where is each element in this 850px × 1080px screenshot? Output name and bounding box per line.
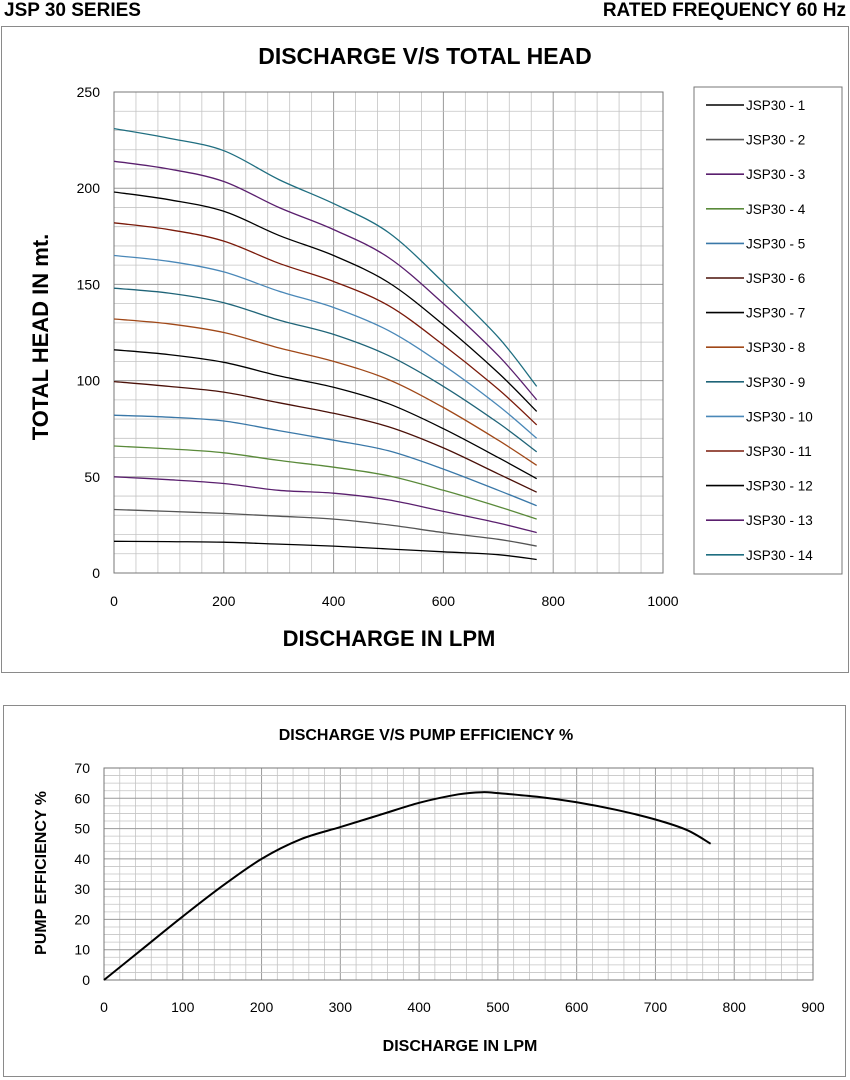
y-tick-label: 10 xyxy=(74,942,90,958)
chart-title: DISCHARGE V/S PUMP EFFICIENCY % xyxy=(279,727,574,744)
legend-entry: JSP30 - 5 xyxy=(746,236,805,251)
x-tick-label: 200 xyxy=(250,999,274,1015)
legend-entry: JSP30 - 12 xyxy=(746,479,813,494)
x-tick-label: 400 xyxy=(407,999,431,1015)
legend-entry: JSP30 - 6 xyxy=(746,271,805,286)
x-tick-label: 400 xyxy=(322,593,346,609)
x-tick-label: 300 xyxy=(329,999,353,1015)
x-tick-label: 900 xyxy=(801,999,825,1015)
y-tick-label: 0 xyxy=(92,565,100,581)
legend-entry: JSP30 - 14 xyxy=(746,548,813,563)
x-tick-label: 800 xyxy=(542,593,566,609)
legend-entry: JSP30 - 7 xyxy=(746,306,805,321)
series-line xyxy=(113,508,537,547)
legend-entry: JSP30 - 13 xyxy=(746,513,813,528)
plot-area xyxy=(113,91,664,574)
series-line xyxy=(113,254,538,439)
y-tick-label: 50 xyxy=(74,821,90,837)
efficiency-chart: 0 100 200 300 400 500 600 700 800 900 0 10 20 30 40 50 6… xyxy=(33,727,825,1055)
plot-grid xyxy=(114,92,663,573)
series-line xyxy=(113,349,538,480)
legend-entry: JSP30 - 10 xyxy=(746,409,813,424)
plot-grid xyxy=(104,768,813,980)
plot-area xyxy=(103,767,814,981)
y-tick-label: 50 xyxy=(84,469,100,485)
x-tick-label: 600 xyxy=(432,593,456,609)
legend-entry: JSP30 - 3 xyxy=(746,167,805,182)
head-chart: 0 200 400 600 800 1000 0 50 100 150 200 250 DISCHARG… xyxy=(28,43,843,651)
series-line xyxy=(113,191,538,412)
x-tick-label: 0 xyxy=(110,593,118,609)
y-tick-label: 100 xyxy=(77,373,101,389)
y-axis-label: TOTAL HEAD IN mt. xyxy=(28,234,53,441)
series-line xyxy=(113,380,537,493)
series-line xyxy=(113,222,538,426)
legend-entry: JSP30 - 8 xyxy=(746,340,805,355)
y-tick-label: 150 xyxy=(77,276,101,292)
x-tick-label: 0 xyxy=(100,999,108,1015)
series-title: JSP 30 SERIES xyxy=(4,0,141,21)
x-tick-label: 1000 xyxy=(647,593,678,609)
x-axis-label: DISCHARGE IN LPM xyxy=(383,1038,538,1055)
efficiency-chart-panel: 0 100 200 300 400 500 600 700 800 900 0 10 20 30 40 50 6… xyxy=(3,705,846,1077)
frequency-label: RATED FREQUENCY 60 Hz xyxy=(602,0,846,21)
y-tick-label: 250 xyxy=(77,84,101,100)
x-tick-label: 700 xyxy=(644,999,668,1015)
chart-title: DISCHARGE V/S TOTAL HEAD xyxy=(258,43,592,69)
x-tick-label: 800 xyxy=(723,999,747,1015)
x-tick-label: 100 xyxy=(171,999,195,1015)
series-line xyxy=(113,414,537,507)
legend-entry: JSP30 - 11 xyxy=(746,444,812,459)
head-chart-panel: 0 200 400 600 800 1000 0 50 100 150 200 250 DISCHARG… xyxy=(1,26,849,673)
y-tick-label: 0 xyxy=(82,972,90,988)
y-tick-label: 60 xyxy=(74,790,90,806)
legend-entry: JSP30 - 1 xyxy=(746,98,805,113)
y-axis-label: PUMP EFFICIENCY % xyxy=(33,791,50,955)
y-tick-label: 70 xyxy=(74,760,90,776)
y-tick-label: 200 xyxy=(77,180,101,196)
series-line xyxy=(103,791,712,981)
legend-entry: JSP30 - 9 xyxy=(746,375,805,390)
series-line xyxy=(113,476,537,534)
x-tick-label: 600 xyxy=(565,999,589,1015)
y-tick-label: 20 xyxy=(74,911,90,927)
x-tick-label: 500 xyxy=(486,999,510,1015)
x-axis-label: DISCHARGE IN LPM xyxy=(283,626,496,651)
y-tick-label: 30 xyxy=(74,881,90,897)
legend-entry: JSP30 - 4 xyxy=(746,202,806,217)
x-tick-label: 200 xyxy=(212,593,236,609)
series-line xyxy=(113,287,538,453)
y-tick-label: 40 xyxy=(74,851,90,867)
legend-box xyxy=(693,86,843,575)
series-line xyxy=(113,445,537,520)
series-line xyxy=(113,540,537,561)
series-line xyxy=(113,160,538,401)
legend-entry: JSP30 - 2 xyxy=(746,133,805,148)
series-line xyxy=(113,318,538,466)
series-line xyxy=(113,127,538,387)
